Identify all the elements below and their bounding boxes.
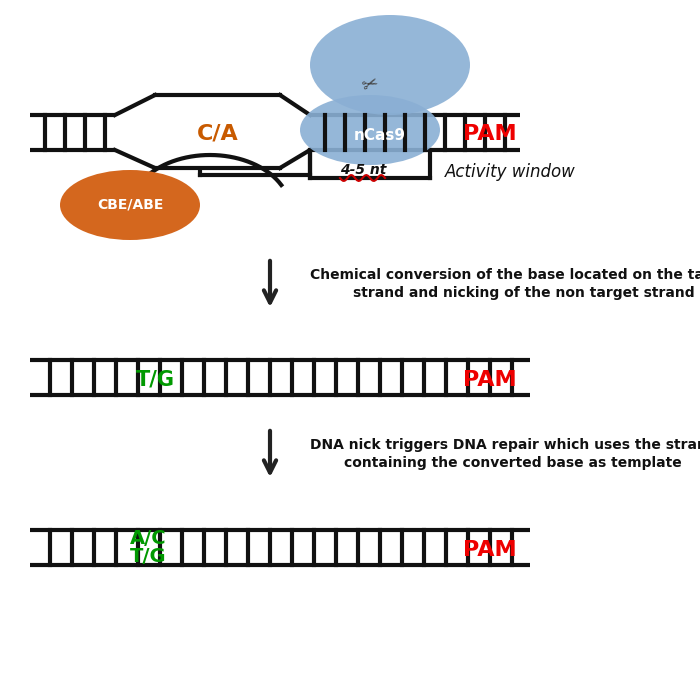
Text: Chemical conversion of the base located on the target
strand and nicking of the : Chemical conversion of the base located … bbox=[310, 268, 700, 300]
Text: 4-5 nt: 4-5 nt bbox=[340, 163, 386, 177]
Text: A/C: A/C bbox=[130, 528, 167, 547]
Text: C/A: C/A bbox=[197, 123, 239, 143]
Text: ✂: ✂ bbox=[359, 73, 381, 97]
Ellipse shape bbox=[300, 95, 440, 165]
Ellipse shape bbox=[310, 15, 470, 115]
Text: T/G: T/G bbox=[136, 370, 174, 390]
Text: T/G: T/G bbox=[130, 547, 167, 567]
Ellipse shape bbox=[60, 170, 200, 240]
Text: PAM: PAM bbox=[463, 539, 517, 560]
Text: DNA nick triggers DNA repair which uses the strand
containing the converted base: DNA nick triggers DNA repair which uses … bbox=[310, 438, 700, 470]
Text: PAM: PAM bbox=[463, 124, 517, 145]
Text: CBE/ABE: CBE/ABE bbox=[97, 198, 163, 212]
Text: PAM: PAM bbox=[463, 370, 517, 390]
Text: nCas9: nCas9 bbox=[354, 128, 406, 143]
Text: Activity window: Activity window bbox=[445, 163, 575, 181]
